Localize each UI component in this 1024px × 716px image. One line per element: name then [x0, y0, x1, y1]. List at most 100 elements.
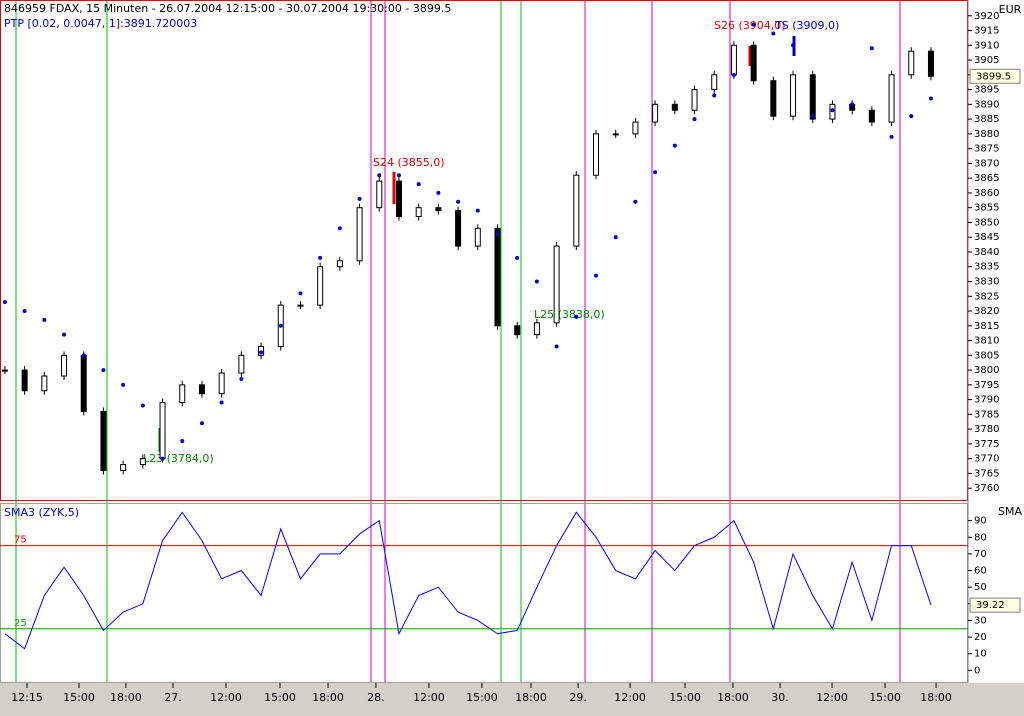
candle	[790, 74, 797, 117]
candle	[80, 354, 87, 412]
sar-dot	[318, 255, 323, 260]
y-tick-label: 3785	[974, 409, 999, 420]
annotation: L23 (3784,0)	[143, 452, 214, 465]
x-tick-label: 27.	[164, 691, 182, 704]
level-label: 75	[14, 535, 27, 546]
last-value-label: 3899.5	[976, 71, 1011, 82]
y-tick-label: 3805	[974, 350, 999, 361]
candle	[376, 180, 383, 209]
sar-dot	[456, 199, 461, 204]
candle	[730, 44, 737, 76]
y-tick-label: 20	[974, 632, 987, 643]
candle	[356, 207, 363, 262]
sar-dot	[534, 279, 539, 284]
x-tick-label: 15:00	[869, 691, 901, 704]
sar-dot	[396, 173, 401, 178]
sar-dot	[62, 332, 67, 337]
y-tick-label: 70	[974, 549, 987, 560]
sar-dot	[259, 350, 264, 355]
y-tick-label: 3835	[974, 262, 999, 273]
last-value-box	[969, 597, 1021, 613]
sar-dot	[278, 323, 283, 328]
candle	[770, 80, 777, 117]
y-tick-label: 50	[974, 582, 987, 593]
level-label: 25	[14, 618, 27, 629]
x-tick-label: 18:00	[312, 691, 344, 704]
candle	[593, 133, 600, 176]
right-axis-bg	[968, 0, 1024, 716]
sar-dot	[219, 400, 224, 405]
x-tick-label: 18:00	[110, 691, 142, 704]
candle	[297, 304, 304, 307]
y-tick-label: 3790	[974, 395, 999, 406]
y-tick-label: 3910	[974, 40, 999, 51]
candle	[238, 354, 245, 374]
y-tick-label: 3830	[974, 277, 999, 288]
x-tick-label: 15:00	[264, 691, 296, 704]
candle	[632, 121, 639, 135]
sar-dot	[771, 31, 776, 36]
candle	[336, 260, 343, 268]
y-tick-label: 3920	[974, 11, 999, 22]
x-tick-label: 29.	[569, 691, 587, 704]
y-tick-label: 3885	[974, 114, 999, 125]
candle	[1, 369, 8, 372]
candle	[750, 44, 757, 82]
candle	[198, 384, 205, 395]
last-value-box	[969, 68, 1021, 84]
y-tick-label: 3815	[974, 321, 999, 332]
sar-dot	[613, 235, 618, 240]
y-tick-label: 3840	[974, 247, 999, 258]
y-tick-label: 3775	[974, 439, 999, 450]
x-tick-label: 12:00	[614, 691, 646, 704]
sar-dot	[199, 421, 204, 426]
sar-dot	[22, 309, 27, 314]
sar-dot	[2, 300, 7, 305]
sar-dot	[712, 93, 717, 98]
sar-dot	[377, 173, 382, 178]
candle	[809, 74, 816, 120]
annotation: S24 (3855,0)	[373, 156, 445, 169]
x-tick-label: 15:00	[669, 691, 701, 704]
y-tick-label: 3850	[974, 217, 999, 228]
y-tick-label: 3770	[974, 454, 999, 465]
y-tick-label: 3820	[974, 306, 999, 317]
y-tick-label: 3825	[974, 291, 999, 302]
chart-title: 846959 FDAX, 15 Minuten - 26.07.2004 12:…	[4, 2, 451, 15]
candle	[494, 227, 501, 327]
sar-dot	[653, 170, 658, 175]
candle	[100, 410, 107, 471]
candle	[317, 266, 324, 306]
osc-line	[4, 511, 932, 650]
annotation: S26 (3904,0)	[714, 19, 786, 32]
sar-dot	[731, 72, 736, 77]
y-tick-label: 3795	[974, 380, 999, 391]
candle	[139, 458, 146, 466]
y-tick-label: 0	[974, 665, 980, 676]
candle	[455, 210, 462, 247]
sar-dot	[869, 46, 874, 51]
candle	[612, 133, 619, 136]
sar-dot	[121, 382, 126, 387]
sar-dot	[594, 273, 599, 278]
sar-dot	[751, 22, 756, 27]
sar-dot	[416, 182, 421, 187]
sar-dot	[909, 114, 914, 119]
y-tick-label: 3870	[974, 158, 999, 169]
y-tick-label: 30	[974, 615, 987, 626]
sar-dot	[239, 376, 244, 381]
sar-dot	[42, 317, 47, 322]
sar-dot	[633, 199, 638, 204]
last-value-label: 39.22	[976, 600, 1005, 611]
candle	[41, 375, 48, 392]
y-tick-label: 3800	[974, 365, 999, 376]
x-tick-label: 15:00	[63, 691, 95, 704]
candle	[435, 207, 442, 212]
candle	[474, 227, 481, 247]
sar-dot	[928, 96, 933, 101]
x-tick-label: 18:00	[717, 691, 749, 704]
candle	[671, 103, 678, 111]
sar-dot	[810, 114, 815, 119]
sar-dot	[357, 196, 362, 201]
